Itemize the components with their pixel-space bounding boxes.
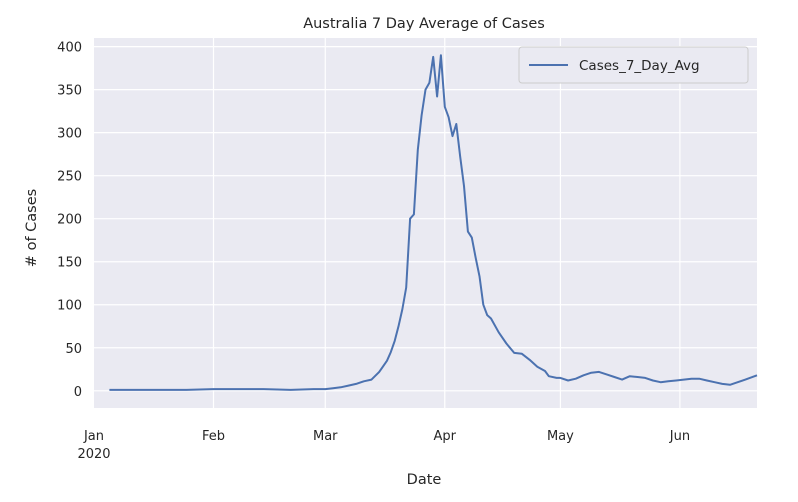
- x-tick-label: Mar: [313, 429, 338, 444]
- x-tick-sublabel: 2020: [77, 447, 110, 462]
- series-line: [109, 54, 758, 391]
- x-tick-label: Apr: [434, 429, 457, 444]
- y-tick-label: 250: [57, 170, 82, 185]
- y-tick-label: 0: [74, 385, 82, 400]
- y-tick-label: 400: [57, 41, 82, 56]
- y-tick-label: 150: [57, 256, 82, 271]
- plot-area: [94, 38, 757, 408]
- y-tick-label: 350: [57, 84, 82, 99]
- y-tick-label: 200: [57, 213, 82, 228]
- x-axis-ticks: Jan 2020 Feb Mar Apr May Jun: [77, 429, 690, 462]
- y-axis-title: # of Cases: [24, 189, 40, 267]
- y-tick-label: 300: [57, 127, 82, 142]
- x-tick-label: Feb: [202, 429, 225, 444]
- series-layer: [109, 54, 758, 391]
- x-tick-label: May: [547, 429, 574, 444]
- x-axis-title: Date: [407, 472, 442, 488]
- y-tick-label: 50: [65, 342, 82, 357]
- chart-title: Australia 7 Day Average of Cases: [303, 16, 545, 32]
- y-axis-ticks: 0 50 100 150 200 250 300 350 400: [57, 41, 82, 400]
- gridlines: [94, 38, 757, 408]
- x-tick-label: Jun: [669, 429, 690, 444]
- x-tick-label: Jan: [83, 429, 104, 444]
- y-tick-label: 100: [57, 299, 82, 314]
- legend-label: Cases_7_Day_Avg: [579, 58, 700, 74]
- legend-box: [518, 46, 749, 84]
- legend: Cases_7_Day_Avg: [518, 46, 749, 84]
